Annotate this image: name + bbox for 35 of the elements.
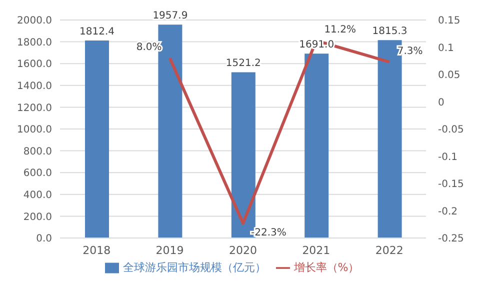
legend-label: 增长率（%）	[294, 261, 360, 274]
y2-tick-label: -0.15	[438, 179, 464, 190]
x-tick-label: 2019	[156, 244, 184, 257]
y-tick-label: 200.0	[23, 212, 52, 223]
y-tick-label: 0.0	[36, 234, 52, 245]
y-tick-label: 1600.0	[17, 59, 52, 70]
y2-tick-label: 0	[438, 97, 444, 108]
y-tick-label: 1000.0	[17, 124, 52, 136]
data-label: 1957.9	[152, 10, 188, 22]
x-tick-label: 2021	[302, 244, 330, 257]
y2-tick-label: -0.05	[438, 124, 464, 136]
y-tick-label: 1200.0	[17, 102, 52, 114]
y2-tick-label: 0.15	[438, 16, 460, 26]
data-label: 11.2%	[324, 24, 356, 36]
y-tick-label: 2000.0	[17, 16, 52, 27]
y-tick-label: 600.0	[23, 168, 52, 180]
data-label: 1521.2	[226, 58, 261, 70]
data-label: 1812.4	[80, 26, 114, 38]
y-tick-label: 1400.0	[17, 80, 52, 92]
x-tick-label: 2020	[229, 244, 257, 257]
bar	[304, 54, 329, 238]
legend-label: 全球游乐园市场规模（亿元）	[122, 261, 266, 274]
y-tick-label: 800.0	[23, 146, 52, 158]
y2-tick-label: 0.1	[438, 42, 454, 54]
line-series	[168, 39, 391, 225]
y2-tick-label: -0.1	[438, 152, 458, 163]
bar	[85, 40, 109, 238]
x-tick-label: 2018	[82, 244, 111, 257]
y-tick-label: 1800.0	[17, 37, 52, 48]
data-label: 1815.3	[372, 26, 408, 38]
y2-tick-label: 0.05	[438, 70, 460, 81]
y-tick-label: 400.0	[23, 190, 52, 201]
x-tick-label: 2022	[375, 244, 404, 257]
y2-tick-label: -0.2	[438, 206, 458, 218]
y2-tick-label: -0.25	[438, 234, 464, 244]
